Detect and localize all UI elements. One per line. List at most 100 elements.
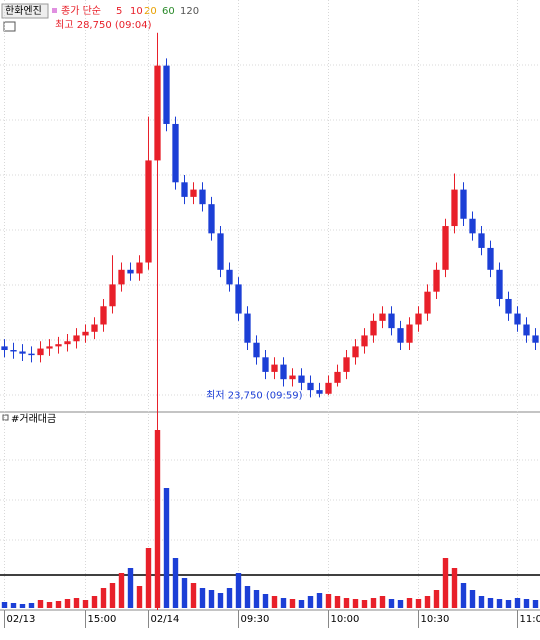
candle-body (208, 204, 215, 234)
candle-body (523, 324, 530, 336)
volume-bar (244, 586, 251, 608)
table-icon[interactable] (3, 21, 16, 32)
candle-body (235, 284, 242, 314)
x-tick-label: 11:00 (520, 614, 540, 625)
volume-bar (433, 590, 440, 608)
volume-bar (370, 598, 377, 608)
volume-bar (28, 603, 35, 608)
volume-bar (100, 588, 107, 608)
volume-bar (118, 573, 125, 608)
candle-body (100, 306, 107, 325)
candle-body (136, 262, 143, 274)
candle-body (379, 313, 386, 321)
candle-body (253, 342, 260, 358)
candle-body (532, 335, 539, 343)
volume-bar (397, 600, 404, 608)
high-annotation: 최고 28,750 (09:04) (55, 19, 151, 31)
x-tick-label: 02/14 (151, 614, 180, 625)
candle-body (307, 382, 314, 391)
volume-bar (271, 596, 278, 608)
candle-body (496, 269, 503, 299)
candle-body (334, 371, 341, 383)
ma-legend-swatch (52, 8, 57, 13)
candle-body (217, 233, 224, 270)
volume-bar (424, 596, 431, 608)
volume-bar (532, 600, 539, 608)
low-annotation: 최저 23,750 (09:59) (206, 389, 302, 401)
volume-bar (181, 578, 188, 608)
ma-legend-label: 5 (116, 6, 122, 17)
x-tick-label: 10:00 (331, 614, 360, 625)
candle-body (352, 346, 359, 358)
volume-bar (415, 599, 422, 608)
volume-legend-swatch (2, 414, 9, 421)
candle-body (271, 364, 278, 372)
volume-bar (82, 600, 89, 608)
candle-body (505, 298, 512, 314)
ma-legend-label: 120 (180, 6, 199, 17)
candle-body (298, 375, 305, 383)
volume-bar (73, 598, 80, 608)
ma-legend-label: 60 (162, 6, 175, 17)
candle-body (55, 344, 62, 347)
volume-bar (145, 548, 152, 608)
candle-body (226, 269, 233, 285)
candle-body (172, 123, 179, 183)
candle-body (424, 291, 431, 314)
candle-body (487, 247, 494, 270)
x-tick-label: 09:30 (241, 614, 270, 625)
candle-body (370, 320, 377, 336)
volume-bar (253, 590, 260, 608)
candle-body (190, 189, 197, 197)
volume-bar (298, 600, 305, 608)
candle-body (118, 269, 125, 285)
candle-body (28, 353, 35, 356)
candle-body (433, 269, 440, 292)
candle-body (46, 346, 53, 349)
x-tick-label: 10:30 (421, 614, 450, 625)
candle-body (361, 335, 368, 347)
candle-body (145, 160, 152, 263)
volume-bar (316, 593, 323, 608)
candle-body (415, 313, 422, 325)
candle-body (127, 269, 134, 274)
candle-body (199, 189, 206, 205)
candle-body (280, 364, 287, 380)
volume-bar (154, 430, 161, 608)
volume-bar (523, 599, 530, 608)
ma-legend-label: 10 (130, 6, 143, 17)
volume-bar (379, 596, 386, 608)
volume-bar (64, 599, 71, 608)
volume-bar (280, 598, 287, 608)
candle-body (289, 375, 296, 380)
candle-body (244, 313, 251, 343)
volume-bar (91, 596, 98, 608)
volume-bar (226, 588, 233, 608)
stock-box[interactable] (1, 3, 49, 19)
ma-legend: 5 10 20 60 120 (116, 6, 199, 17)
volume-bar (442, 558, 449, 608)
volume-bar (172, 558, 179, 608)
volume-bar (343, 598, 350, 608)
volume-bar (514, 598, 521, 608)
volume-bar (19, 604, 26, 608)
volume-bar (469, 590, 476, 608)
candle-body (316, 390, 323, 394)
volume-bar (37, 600, 44, 608)
candle-body (325, 382, 332, 394)
x-tick-label: 02/13 (7, 614, 36, 625)
candle-body (154, 65, 161, 161)
volume-bar (235, 573, 242, 608)
candle-body (442, 226, 449, 270)
volume-bar (487, 598, 494, 608)
candle-body (10, 350, 17, 352)
candle-body (64, 341, 71, 345)
volume-bar (496, 599, 503, 608)
volume-bar (163, 488, 170, 608)
volume-bar (289, 599, 296, 608)
volume-bar (352, 599, 359, 608)
candle-body (82, 331, 89, 336)
volume-bar (361, 600, 368, 608)
